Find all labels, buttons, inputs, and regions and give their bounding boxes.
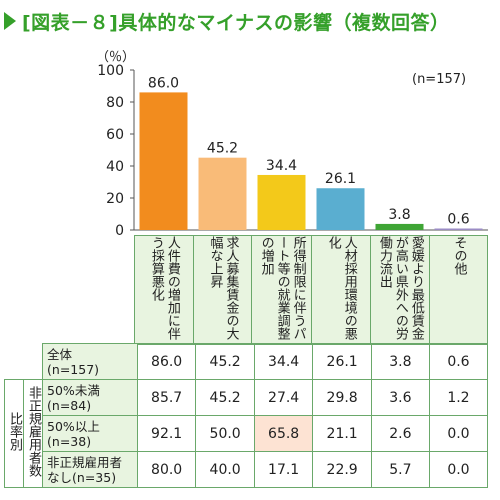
category-cell: 愛媛より最低賃金が高い県外への労働力流出 <box>369 235 431 345</box>
row-label: 50%未満 (n=84) <box>42 379 138 416</box>
table-cell: 17.1 <box>253 451 314 488</box>
table-cell: 40.0 <box>195 451 255 488</box>
table-cell: 27.4 <box>253 379 314 416</box>
table-cell: 92.1 <box>136 415 197 452</box>
category-cell: 人件費の増加に伴う採算悪化 <box>134 235 194 345</box>
category-label: 人材採用環境の悪化 <box>325 236 357 340</box>
bar <box>198 157 247 230</box>
table-cell: 50.0 <box>195 415 255 452</box>
bar <box>257 174 306 230</box>
row-label: 50%以上 (n=38) <box>42 415 138 452</box>
table-row: 比率別 非正規雇用者数 50%未満 (n=84) 85.7 45.2 27.4 29.8 3.… <box>3 379 489 488</box>
table-cell: 1.2 <box>428 379 489 416</box>
bar-value-label: 45.2 <box>207 141 238 157</box>
bar <box>316 188 365 230</box>
table-row: 全体 (n=157) 86.0 45.2 34.4 26.1 3.8 0.6 <box>5 343 489 380</box>
table-cell: 65.8 <box>253 415 314 452</box>
table-cell: 45.2 <box>195 343 255 380</box>
y-tick-label: 100 <box>97 63 124 79</box>
table-cell: 21.1 <box>312 415 372 452</box>
table-cell: 5.7 <box>370 451 430 488</box>
sample-size-label: (n=157) <box>412 72 467 87</box>
table-cell: 29.8 <box>312 379 372 416</box>
blank-cell <box>5 344 43 380</box>
bar-value-label: 0.6 <box>447 212 469 228</box>
table-cell: 3.6 <box>370 379 430 416</box>
table-cell: 45.2 <box>195 379 255 416</box>
bar-chart: 0 20 40 60 80 100 86.0 45.2 34.4 26.1 3.8 0.6 <box>97 63 488 239</box>
y-tick-label: 40 <box>106 159 124 175</box>
table-cell: 34.4 <box>253 343 314 380</box>
table-cell: 26.1 <box>312 343 372 380</box>
chart-title-block: [図表－８]具体的なマイナスの影響（複数回答） <box>4 6 450 36</box>
table-row: 非正規雇用者 なし(n=35) 80.0 40.0 17.1 22.9 5.7 0.0 <box>5 451 489 488</box>
row-label: 全体 (n=157) <box>42 343 138 380</box>
category-label: その他 <box>451 236 467 275</box>
category-cell: 人材採用環境の悪化 <box>310 235 371 345</box>
y-tick-label: 20 <box>106 191 124 207</box>
y-tick-label: 60 <box>106 127 124 143</box>
table-cell: 80.0 <box>136 451 197 488</box>
row-label: 非正規雇用者 なし(n=35) <box>42 451 138 488</box>
side-label-inner: 非正規雇用者数 <box>23 379 44 488</box>
bar <box>375 223 424 230</box>
bar-value-label: 3.8 <box>388 207 410 223</box>
table-cell: 2.6 <box>370 415 430 452</box>
category-label: 愛媛より最低賃金が高い県外への労働力流出 <box>376 236 424 340</box>
category-cell: その他 <box>429 235 488 345</box>
y-tick-label: 0 <box>115 223 124 239</box>
table-cell: 3.8 <box>370 343 430 380</box>
chart-title: [図表－８]具体的なマイナスの影響（複数回答） <box>22 11 450 34</box>
category-cell: 求人募集賃金の大幅な上昇 <box>192 235 253 345</box>
bar-value-label: 26.1 <box>325 171 356 187</box>
table-cell: 0.0 <box>428 415 489 452</box>
bar <box>434 228 483 230</box>
data-table: 全体 (n=157) 86.0 45.2 34.4 26.1 3.8 0.6 比率別 非正規雇用… <box>3 343 489 488</box>
y-axis-unit: （％） <box>96 50 136 65</box>
table-row: 50%以上 (n=38) 92.1 50.0 65.8 21.1 2.6 0.0 <box>5 415 489 452</box>
y-tick-label: 80 <box>106 95 124 111</box>
table-cell: 22.9 <box>312 451 372 488</box>
table-cell: 0.0 <box>428 451 489 488</box>
bar-value-label: 86.0 <box>148 75 179 91</box>
category-label: 人件費の増加に伴う採算悪化 <box>148 236 180 340</box>
category-cell: 所得制限に伴うパート等の就業調整の増加 <box>251 235 312 345</box>
side-label-outer: 比率別 <box>3 379 25 488</box>
bar-value-label: 34.4 <box>266 158 297 174</box>
table-cell: 0.6 <box>428 343 489 380</box>
bar <box>139 92 188 231</box>
category-label: 求人募集賃金の大幅な上昇 <box>207 236 239 340</box>
title-triangle-icon <box>4 12 16 30</box>
category-label: 所得制限に伴うパート等の就業調整の増加 <box>258 236 306 340</box>
category-table: 人件費の増加に伴う採算悪化 求人募集賃金の大幅な上昇 所得制限に伴うパート等の就業調… <box>134 235 488 345</box>
table-cell: 85.7 <box>136 379 197 416</box>
table-cell: 86.0 <box>136 343 197 380</box>
